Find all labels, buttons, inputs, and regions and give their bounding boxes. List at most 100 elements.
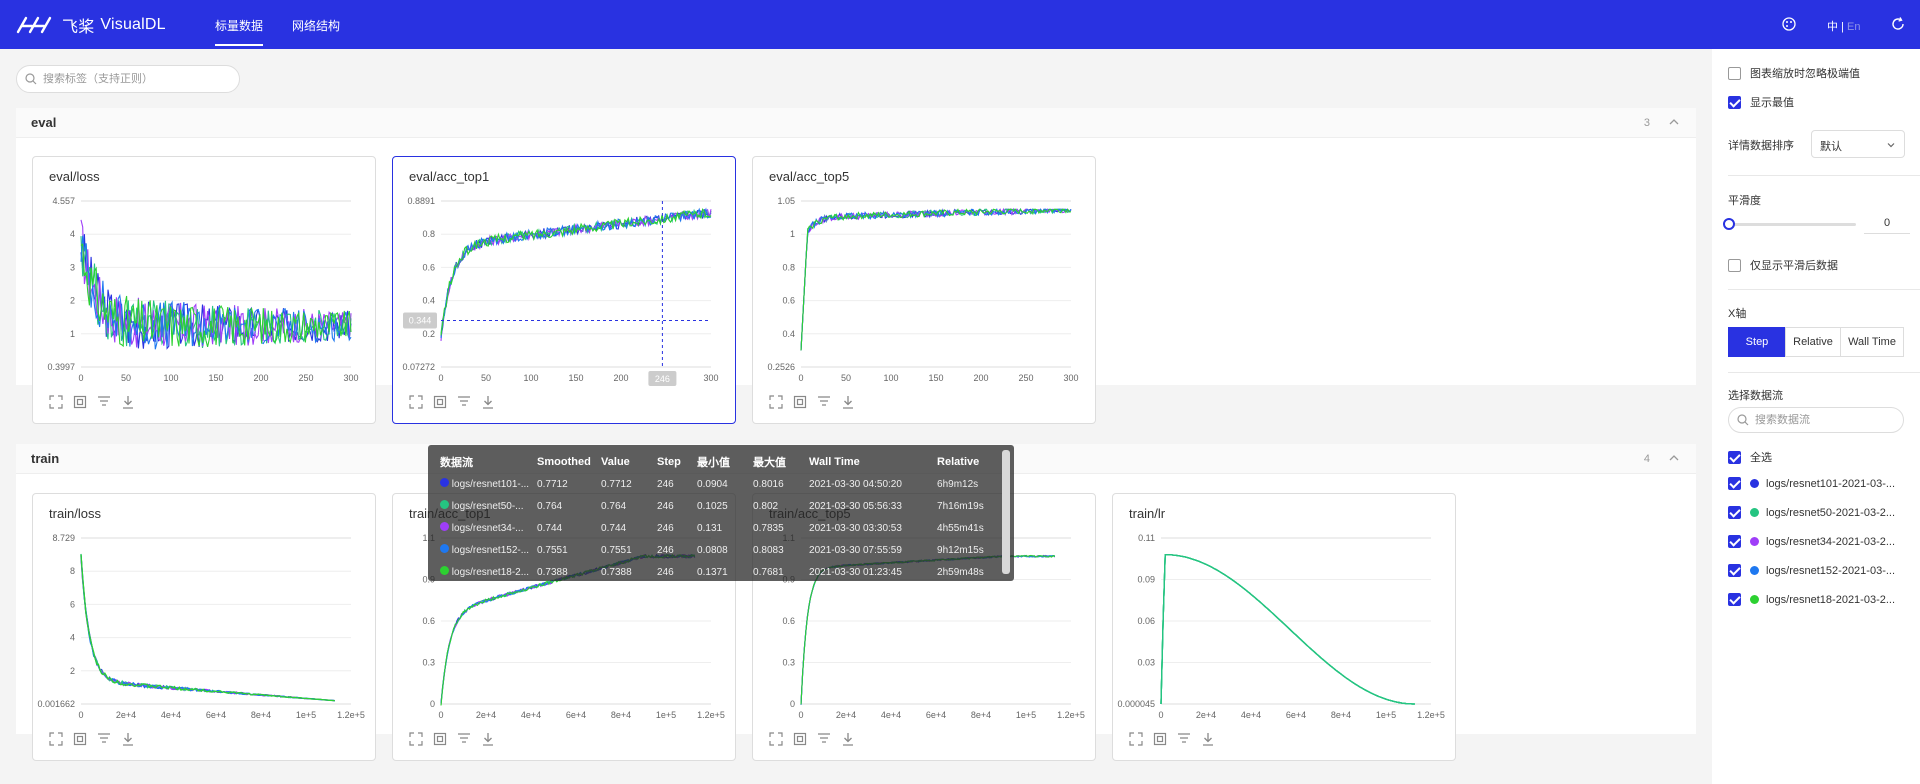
chart-card[interactable]: eval/acc_top1 0.8891 0.8 0.6 0.4 0.2 0.07272 0 5… <box>392 156 736 424</box>
filter-icon[interactable] <box>457 732 471 746</box>
download-icon[interactable] <box>841 732 855 746</box>
palette-icon[interactable] <box>1781 16 1797 32</box>
checkbox-box[interactable] <box>1728 564 1741 577</box>
chart-card[interactable]: eval/loss 4.557 4 3 2 1 0.3997 0 50 100 150 200 250 3… <box>32 156 376 424</box>
lang-en[interactable]: En <box>1846 21 1861 33</box>
group-count: 3 <box>1643 117 1650 129</box>
download-icon[interactable] <box>121 395 135 409</box>
maximize-icon[interactable] <box>769 732 783 746</box>
tooltip-run: logs/resnet18-2... <box>451 567 530 578</box>
tooltip-cell: 2021-03-30 04:50:20 <box>805 473 933 495</box>
maximize-icon[interactable] <box>409 732 423 746</box>
checkbox-box[interactable] <box>1728 593 1741 606</box>
run-checkbox[interactable]: logs/resnet18-2021-03-2... <box>1728 593 1895 606</box>
chevron-up-icon[interactable] <box>1668 452 1680 464</box>
lang-cn[interactable]: 中 <box>1827 21 1838 33</box>
restore-icon[interactable] <box>793 395 807 409</box>
download-icon[interactable] <box>481 732 495 746</box>
smoothing-value[interactable]: 0 <box>1864 212 1910 234</box>
maximize-icon[interactable] <box>769 395 783 409</box>
y-tick-label: 3 <box>70 262 75 272</box>
tooltip-value: 0.7551 <box>601 544 632 556</box>
tooltip-smoothed: 0.7712 <box>537 478 568 490</box>
x-tick-label: 8e+4 <box>1331 710 1351 720</box>
runs-search-input[interactable] <box>1755 414 1895 426</box>
nav-scalars[interactable]: 标量数据 <box>215 17 264 46</box>
xaxis-step-button[interactable]: Step <box>1728 327 1786 357</box>
download-icon[interactable] <box>121 732 135 746</box>
chart-card[interactable]: train/loss 8.729 8 6 4 2 0.001662 0 2e+4 4e+4 6e+4… <box>32 493 376 761</box>
x-tick-label: 1e+5 <box>656 710 676 720</box>
smoothing-slider-track[interactable] <box>1728 223 1856 226</box>
download-icon[interactable] <box>1201 732 1215 746</box>
filter-icon[interactable] <box>97 395 111 409</box>
ignore-outliers-checkbox[interactable]: 图表缩放时忽略极端值 <box>1728 65 1860 81</box>
maximize-icon[interactable] <box>49 395 63 409</box>
run-checkbox[interactable]: logs/resnet50-2021-03-2... <box>1728 506 1895 519</box>
chart-card[interactable]: eval/acc_top5 1.05 1 0.8 0.6 0.4 0.2526 0 50 100 1… <box>752 156 1096 424</box>
checkbox-box[interactable] <box>1728 506 1741 519</box>
tag-search-input[interactable] <box>43 73 223 85</box>
xaxis-relative-button[interactable]: Relative <box>1785 327 1841 357</box>
checkbox-box[interactable] <box>1728 66 1741 80</box>
checkbox-box[interactable] <box>1728 450 1741 464</box>
tag-search[interactable] <box>16 65 240 93</box>
download-icon[interactable] <box>841 395 855 409</box>
filter-icon[interactable] <box>1177 732 1191 746</box>
maximize-icon[interactable] <box>409 395 423 409</box>
tooltip-cell: 0.0808 <box>693 539 749 561</box>
run-checkbox[interactable]: logs/resnet101-2021-03-... <box>1728 477 1895 490</box>
maximize-icon[interactable] <box>1129 732 1143 746</box>
tooltip-row: logs/resnet101-... 0.7712 0.7712 246 0.0904 0… <box>436 473 993 495</box>
restore-icon[interactable] <box>73 395 87 409</box>
series-line <box>80 553 335 702</box>
checkbox-box[interactable] <box>1728 535 1741 548</box>
nav-graph[interactable]: 网络结构 <box>292 19 341 33</box>
x-tick-label: 2e+4 <box>1196 710 1216 720</box>
download-icon[interactable] <box>481 395 495 409</box>
checkbox-box[interactable] <box>1728 95 1741 109</box>
smoothed-only-checkbox[interactable]: 仅显示平滑后数据 <box>1728 257 1838 273</box>
filter-icon[interactable] <box>97 732 111 746</box>
tooltip-min: 0.0904 <box>697 478 728 490</box>
restore-icon[interactable] <box>793 732 807 746</box>
tooltip-max: 0.8083 <box>753 544 784 556</box>
logo[interactable]: 飞桨 VisualDL <box>16 11 166 39</box>
restore-icon[interactable] <box>433 732 447 746</box>
sort-select[interactable]: 默认 <box>1811 130 1905 158</box>
checkbox-box[interactable] <box>1728 477 1741 490</box>
chevron-up-icon[interactable] <box>1668 116 1680 128</box>
run-checkbox[interactable]: logs/resnet152-2021-03-... <box>1728 564 1895 577</box>
checkbox-box[interactable] <box>1728 258 1741 272</box>
x-tick-label: 300 <box>1063 373 1078 383</box>
language-switch[interactable]: 中 | En <box>1827 18 1860 34</box>
filter-icon[interactable] <box>817 732 831 746</box>
tooltip-scrollbar[interactable] <box>1002 450 1010 574</box>
restore-icon[interactable] <box>73 732 87 746</box>
filter-icon[interactable] <box>817 395 831 409</box>
run-color-dot <box>1750 595 1759 604</box>
show-extremes-checkbox[interactable]: 显示最值 <box>1728 94 1794 110</box>
x-tick-label: 0 <box>438 373 443 383</box>
select-all-checkbox[interactable]: 全选 <box>1728 449 1772 465</box>
restore-icon[interactable] <box>433 395 447 409</box>
runs-search[interactable] <box>1728 407 1904 433</box>
refresh-icon[interactable] <box>1890 16 1906 32</box>
restore-icon[interactable] <box>1153 732 1167 746</box>
tooltip-table: 数据流 Smoothed Value Step 最小值 最大值 Wall Tim… <box>436 451 993 583</box>
group-header[interactable]: eval 3 <box>16 108 1696 138</box>
tooltip-cell: 0.131 <box>693 517 749 539</box>
series-line <box>800 208 1072 351</box>
maximize-icon[interactable] <box>49 732 63 746</box>
xaxis-walltime-button[interactable]: Wall Time <box>1840 327 1904 357</box>
filter-icon[interactable] <box>457 395 471 409</box>
run-checkbox[interactable]: logs/resnet34-2021-03-2... <box>1728 535 1895 548</box>
chart-plot[interactable]: 0.88910.80.60.40.20.07272050100150200250… <box>393 195 737 391</box>
smoothing-slider-thumb[interactable] <box>1723 218 1735 230</box>
tooltip-wall-time: 2021-03-30 03:30:53 <box>809 522 902 534</box>
chart-card[interactable]: train/lr 0.11 0.09 0.06 0.03 0.000045 0 2e+4 4e+… <box>1112 493 1456 761</box>
